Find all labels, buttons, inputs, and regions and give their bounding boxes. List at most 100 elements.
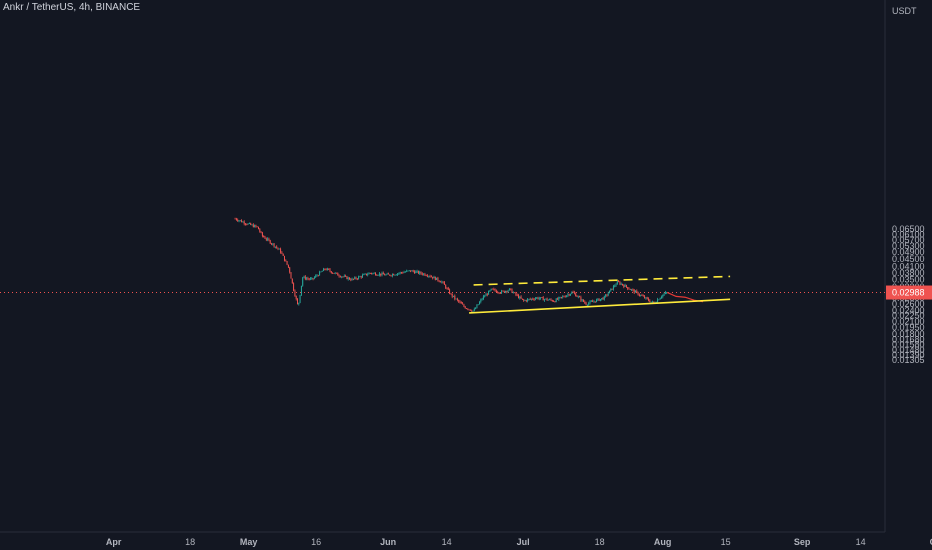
- candle-body: [373, 272, 375, 274]
- candle-body: [547, 299, 549, 301]
- candle-body: [406, 270, 408, 272]
- candle-body: [508, 288, 510, 291]
- candle-body: [399, 272, 401, 274]
- candle-body: [315, 275, 317, 278]
- candle-body: [458, 300, 460, 302]
- candle-body: [282, 253, 284, 256]
- candle-body: [446, 288, 448, 290]
- candle-body: [384, 274, 386, 276]
- candle-body: [407, 270, 409, 272]
- candle-body: [454, 295, 456, 299]
- candle-body: [636, 290, 638, 293]
- candle-body: [473, 309, 475, 311]
- candle-body: [427, 275, 428, 277]
- candle-body: [493, 288, 495, 290]
- candle-body: [572, 292, 574, 293]
- y-tick-label: 0.01305: [892, 355, 925, 365]
- candle-body: [432, 276, 434, 279]
- candle-body: [664, 292, 666, 294]
- candle-body: [268, 238, 270, 241]
- candle-body: [645, 297, 647, 299]
- candle-body: [451, 293, 453, 297]
- candle-body: [536, 297, 538, 299]
- candle-body: [637, 292, 639, 295]
- candle-body: [237, 219, 239, 221]
- candle-body: [363, 274, 365, 276]
- candle-body: [352, 278, 354, 280]
- resistance-trendline: [473, 275, 731, 286]
- candle-body: [343, 275, 345, 277]
- candle-body: [558, 297, 560, 300]
- candle-body: [592, 301, 594, 303]
- candle-body: [248, 223, 250, 225]
- candle-body: [281, 252, 283, 254]
- candle-body: [580, 297, 582, 301]
- candle-body: [234, 218, 236, 220]
- candle-body: [375, 272, 376, 276]
- candle-body: [277, 247, 279, 249]
- candle-body: [376, 275, 378, 276]
- candle-body: [425, 275, 427, 277]
- candle-body: [575, 293, 577, 297]
- candle-body: [245, 223, 246, 225]
- candle-body: [503, 290, 505, 293]
- candle-body: [293, 283, 295, 291]
- candle-body: [325, 269, 327, 271]
- candle-body: [436, 277, 438, 280]
- candle-body: [235, 218, 237, 220]
- candle-body: [320, 271, 322, 273]
- candle-body: [651, 301, 653, 303]
- candle-body: [573, 292, 575, 294]
- candle-body: [278, 248, 280, 250]
- candle-body: [455, 298, 457, 300]
- candle-body: [618, 281, 620, 282]
- candle-body: [394, 274, 396, 276]
- candle-body: [468, 309, 470, 311]
- candle-body: [661, 296, 662, 299]
- candle-body: [466, 308, 467, 310]
- x-tick-label: 16: [311, 537, 321, 547]
- candle-body: [629, 289, 631, 290]
- candle-body: [538, 298, 540, 300]
- candle-body: [372, 273, 374, 274]
- candle-body: [355, 277, 357, 279]
- y-tick-label: 0.01680: [892, 334, 925, 344]
- candle-body: [605, 294, 607, 297]
- candle-body: [241, 220, 243, 223]
- candle-body: [239, 220, 241, 222]
- candle-body: [624, 285, 626, 287]
- candle-body: [347, 277, 349, 280]
- candle-body: [640, 295, 642, 296]
- candle-body: [511, 289, 513, 293]
- candle-body: [449, 289, 451, 294]
- candle-body: [519, 296, 521, 299]
- candle-body: [577, 296, 579, 298]
- candle-body: [482, 296, 484, 299]
- candle-body: [267, 238, 269, 240]
- candle-body: [571, 292, 573, 294]
- candle-body: [430, 276, 432, 278]
- candle-body: [544, 299, 545, 301]
- candle-body: [356, 278, 358, 280]
- candle-body: [546, 298, 548, 301]
- candle-body: [285, 260, 287, 262]
- candle-body: [421, 273, 423, 275]
- candle-body: [350, 279, 352, 281]
- y-tick-label: 0.04100: [892, 262, 925, 272]
- candle-body: [644, 296, 646, 299]
- candle-body: [280, 248, 282, 253]
- candle-body: [332, 272, 334, 274]
- y-tick-label: 0.06100: [892, 229, 925, 239]
- y-tick-label: 0.05700: [892, 235, 925, 245]
- candle-body: [657, 299, 659, 303]
- candle-body: [616, 281, 618, 285]
- candle-body: [488, 290, 490, 295]
- candle-body: [243, 221, 245, 224]
- candle-body: [649, 300, 651, 302]
- candle-body: [641, 295, 643, 296]
- candle-body: [264, 237, 266, 239]
- candle-body: [349, 277, 350, 280]
- candle-body: [514, 292, 516, 294]
- candle-body: [411, 270, 413, 272]
